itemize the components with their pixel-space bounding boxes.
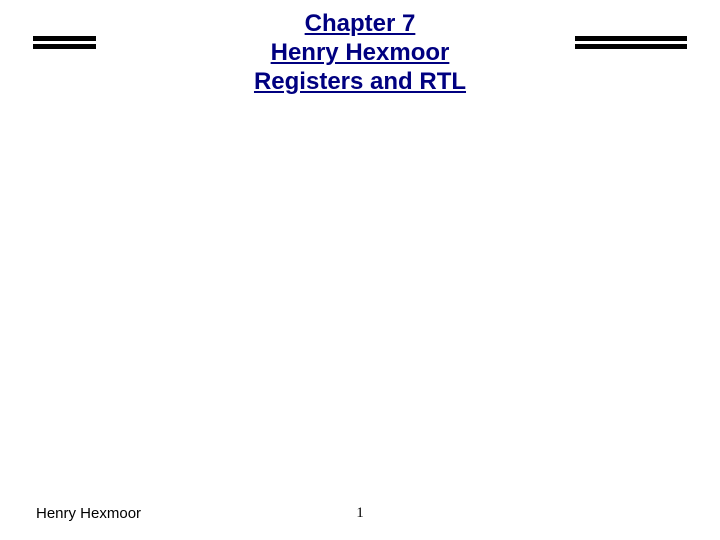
footer-page-number: 1: [0, 505, 720, 522]
title-line-3: Registers and RTL: [0, 68, 720, 97]
title-line-1: Chapter 7: [0, 10, 720, 39]
title-line-2: Henry Hexmoor: [0, 39, 720, 68]
slide-title: Chapter 7 Henry Hexmoor Registers and RT…: [0, 10, 720, 96]
slide: Chapter 7 Henry Hexmoor Registers and RT…: [0, 0, 720, 540]
